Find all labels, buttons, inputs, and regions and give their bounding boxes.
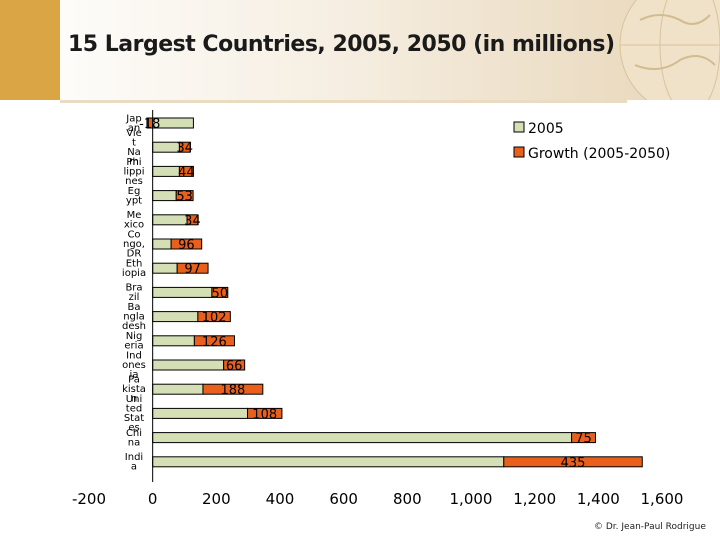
data-label-mexico: 34	[184, 214, 201, 229]
category-label-viet-nam: Vie t Na m	[126, 128, 142, 168]
bar-2005-united-states	[152, 407, 249, 419]
data-label-egypt: 53	[176, 190, 193, 205]
category-label-ethiopia: Eth iopia	[122, 258, 146, 279]
category-label-india: Indi a	[125, 452, 143, 473]
bar-growth-united-states	[247, 407, 283, 419]
category-label-mexico: Me xico	[124, 210, 144, 231]
data-label-united-states: 108	[252, 407, 277, 422]
bar-growth-mexico	[186, 214, 199, 226]
bar-growth-viet-nam	[178, 141, 191, 153]
bar-2005-brazil	[152, 286, 213, 298]
data-label-indonesia: 66	[226, 359, 243, 374]
chart-x-axis-ticks: -200 0 200 400 600 800 1,000 1,200 1,400 1,600	[72, 490, 684, 508]
data-label-viet-nam: 34	[177, 141, 194, 156]
x-tick-label: 1,200	[513, 490, 556, 508]
data-label-china: 75	[575, 432, 592, 447]
data-label-pakistan: 188	[220, 383, 245, 398]
category-label-indonesia: Ind ones ia	[122, 351, 146, 381]
legend-label-2005: 2005	[528, 121, 564, 137]
bar-2005-nigeria	[152, 335, 195, 347]
legend-label-growth: Growth (2005-2050)	[528, 146, 670, 162]
x-tick-label: 200	[202, 490, 231, 508]
bar-growth-egypt	[175, 190, 194, 202]
bar-growth-brazil	[211, 286, 229, 298]
bar-growth-india	[503, 456, 643, 468]
bar-growth-bangladesh	[197, 311, 231, 323]
x-tick-label: 600	[329, 490, 358, 508]
x-tick-label: 0	[148, 490, 158, 508]
bar-2005-ethiopia	[152, 262, 178, 274]
bar-2005-viet-nam	[152, 141, 180, 153]
bar-growth-ethiopia	[176, 262, 209, 274]
data-label-congo-dr: 96	[178, 238, 195, 253]
bar-2005-mexico	[152, 214, 188, 226]
bar-2005-pakistan	[152, 383, 204, 395]
category-label-egypt: Eg ypt	[126, 186, 142, 207]
category-label-brazil: Bra zil	[125, 283, 142, 304]
category-label-bangladesh: Ba ngla desh	[122, 302, 146, 332]
category-label-pakistan: Pa kista n	[122, 375, 146, 405]
category-label-united-states: Uni ted Stat es	[124, 394, 144, 434]
bar-2005-india	[152, 456, 505, 468]
bar-2005-congo-dr	[152, 238, 172, 250]
chart-legend: 2005 Growth (2005-2050)	[513, 121, 670, 162]
x-tick-label: 1,400	[577, 490, 620, 508]
header-band	[0, 0, 720, 100]
bar-growth-indonesia	[223, 359, 246, 371]
x-tick-label: 400	[266, 490, 295, 508]
bar-2005-indonesia	[152, 359, 225, 371]
category-label-china: Chi na	[126, 428, 142, 449]
category-label-japan: Jap an	[125, 113, 141, 134]
category-label-philippines: Phi lippi nes	[123, 157, 144, 187]
legend-swatch-growth	[513, 146, 525, 158]
bar-2005-philippines	[152, 165, 180, 177]
category-label-congo-dr: Co ngo, DR	[123, 230, 145, 260]
x-tick-label: 1,600	[641, 490, 684, 508]
header-rule	[60, 100, 627, 103]
bar-growth-pakistan	[202, 383, 264, 395]
data-label-nigeria: 126	[202, 335, 227, 350]
bar-growth-nigeria	[193, 335, 235, 347]
bar-growth-congo-dr	[170, 238, 203, 250]
globe-icon	[600, 0, 720, 100]
legend-swatch-2005	[513, 121, 525, 133]
bar-growth-china	[571, 432, 596, 444]
x-tick-label: -200	[72, 490, 106, 508]
bar-2005-egypt	[152, 190, 177, 202]
x-tick-label: 800	[393, 490, 422, 508]
category-label-nigeria: Nig eria	[124, 331, 143, 352]
bar-2005-bangladesh	[152, 311, 199, 323]
x-tick-label: 1,000	[450, 490, 493, 508]
credit-text: © Dr. Jean-Paul Rodrigue	[594, 522, 706, 532]
data-label-japan: -18	[139, 117, 160, 132]
data-label-ethiopia: 97	[184, 262, 201, 277]
page-title: 15 Largest Countries, 2005, 2050 (in mil…	[68, 32, 615, 57]
data-label-brazil: 50	[212, 286, 229, 301]
data-label-india: 435	[561, 456, 586, 471]
bar-growth-philippines	[178, 165, 194, 177]
header-accent-block	[0, 0, 60, 100]
data-label-philippines: 44	[178, 165, 195, 180]
chart-bars: -18 34 44 53 34 96 97 50 102 126 66 188 108 75 435	[139, 110, 643, 482]
bar-2005-china	[152, 432, 573, 444]
data-label-bangladesh: 102	[202, 311, 227, 326]
